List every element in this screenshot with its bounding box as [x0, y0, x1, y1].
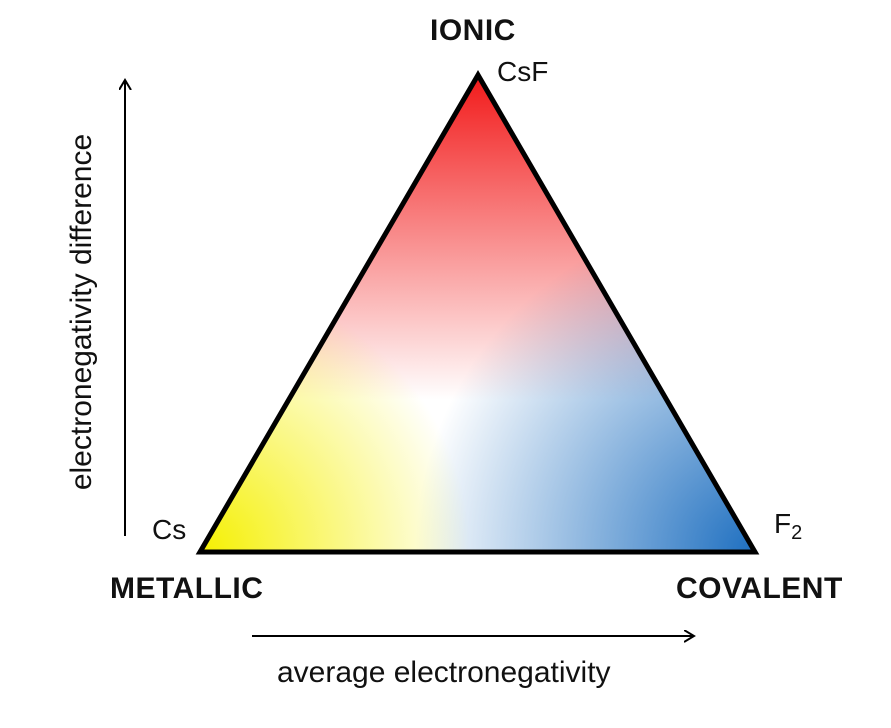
- csf-compound-label: CsF: [497, 56, 549, 87]
- cs-element-label: Cs: [152, 514, 187, 545]
- y-axis-label: electronegativity difference: [65, 133, 98, 491]
- triangle-outline: [195, 70, 760, 555]
- ionic-vertex-label: IONIC: [430, 14, 516, 47]
- f2-base: F: [774, 508, 792, 539]
- triangle-fill-group: [200, 75, 755, 552]
- metallic-vertex-label: METALLIC: [110, 572, 264, 605]
- covalent-vertex-label: COVALENT: [676, 572, 843, 605]
- x-axis-label: average electronegativity: [277, 656, 611, 689]
- triangle-metallic-gradient: [200, 75, 755, 552]
- f2-subscript: 2: [791, 522, 803, 544]
- f2-molecule-label: F2: [774, 508, 803, 544]
